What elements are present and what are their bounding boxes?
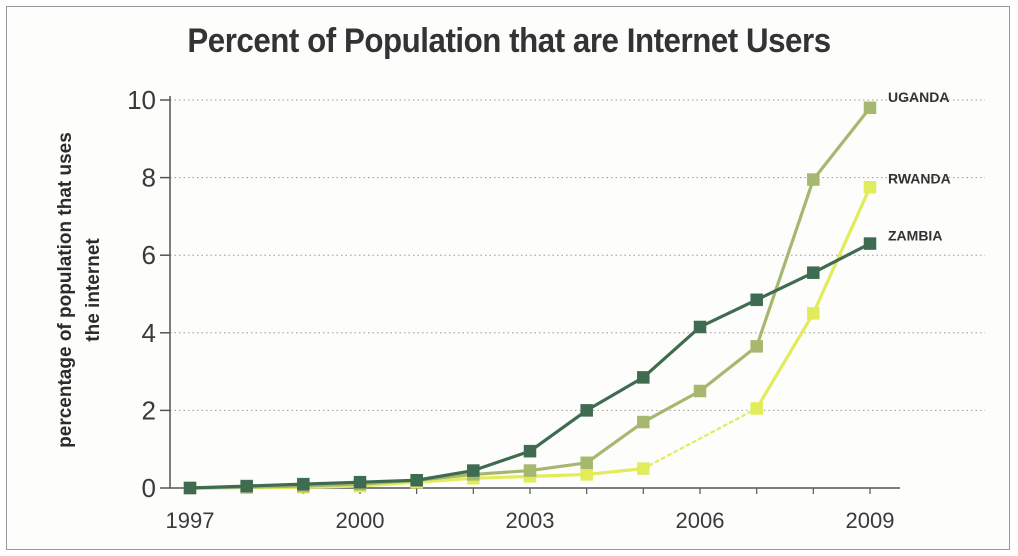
uganda-line-segment bbox=[471, 468, 532, 477]
x-tick-label-2006: 2006 bbox=[676, 508, 725, 533]
zambia-line-segment bbox=[415, 468, 475, 482]
rwanda-line-segment bbox=[585, 467, 645, 477]
uganda-line-segment bbox=[641, 389, 702, 424]
zambia-point-1997 bbox=[183, 481, 197, 495]
rwanda-point-2004 bbox=[580, 468, 593, 481]
uganda-point-2009 bbox=[863, 101, 877, 115]
zambia-line-segment bbox=[811, 241, 872, 275]
rwanda-point-2009 bbox=[863, 181, 877, 194]
zambia-line-segment bbox=[358, 478, 419, 484]
zambia-point-2000 bbox=[353, 475, 367, 489]
uganda-point-2005 bbox=[637, 415, 650, 429]
zambia-point-2002 bbox=[467, 464, 480, 477]
zambia-line-segment bbox=[301, 480, 362, 486]
rwanda-line-segment bbox=[755, 311, 815, 411]
uganda-point-2008 bbox=[807, 173, 820, 186]
zambia-line-segment bbox=[188, 484, 249, 490]
y-tick-label-2: 2 bbox=[142, 395, 156, 425]
uganda-line-segment bbox=[585, 420, 645, 465]
uganda-point-2006 bbox=[693, 384, 707, 398]
rwanda-line-segment bbox=[358, 480, 419, 488]
uganda-line-segment bbox=[755, 177, 815, 348]
rwanda-line-segment bbox=[642, 407, 758, 470]
uganda-line-segment bbox=[528, 461, 589, 473]
rwanda-line-segment bbox=[471, 474, 532, 480]
x-tick-label-1997: 1997 bbox=[166, 508, 215, 533]
x-tick-label-2003: 2003 bbox=[506, 508, 555, 533]
rwanda-line-segment bbox=[811, 185, 872, 315]
zambia-line-segment bbox=[245, 482, 305, 488]
uganda-series-label: UGANDA bbox=[888, 89, 949, 105]
zambia-point-2001 bbox=[410, 473, 423, 487]
zambia-point-2004 bbox=[580, 404, 593, 417]
zambia-point-2005 bbox=[637, 371, 650, 384]
rwanda-line-segment bbox=[415, 476, 475, 484]
uganda-line-segment bbox=[811, 106, 872, 182]
x-tick-label-2009: 2009 bbox=[846, 508, 895, 533]
uganda-point-2007 bbox=[750, 340, 763, 353]
zambia-point-2007 bbox=[750, 293, 763, 307]
rwanda-point-2007 bbox=[750, 402, 763, 415]
y-tick-label-0: 0 bbox=[142, 473, 156, 503]
zambia-line-segment bbox=[641, 325, 702, 380]
uganda-point-2003 bbox=[523, 464, 537, 477]
zambia-line-segment bbox=[698, 298, 759, 329]
y-tick-label-8: 8 bbox=[142, 163, 156, 193]
zambia-point-2009 bbox=[863, 237, 877, 250]
y-tick-label-4: 4 bbox=[142, 318, 156, 348]
uganda-line-segment bbox=[301, 482, 362, 488]
rwanda-point-2005 bbox=[637, 462, 650, 475]
rwanda-point-2008 bbox=[807, 307, 820, 320]
uganda-line-segment bbox=[698, 344, 759, 393]
rwanda-line-segment bbox=[528, 472, 589, 478]
zambia-line-segment bbox=[528, 408, 589, 453]
zambia-line-segment bbox=[471, 449, 532, 473]
x-tick-label-2000: 2000 bbox=[336, 508, 385, 533]
zambia-point-1998 bbox=[240, 479, 253, 493]
zambia-series-label: ZAMBIA bbox=[888, 228, 942, 244]
zambia-point-2003 bbox=[523, 444, 537, 458]
zambia-line-segment bbox=[755, 271, 815, 302]
zambia-line-segment bbox=[585, 375, 645, 412]
uganda-point-2004 bbox=[580, 456, 593, 470]
y-tick-label-6: 6 bbox=[142, 240, 156, 270]
rwanda-series-label: RWANDA bbox=[888, 170, 951, 186]
chart-title: Percent of Population that are Internet … bbox=[187, 22, 831, 60]
y-tick-label-10: 10 bbox=[127, 85, 156, 115]
zambia-point-2008 bbox=[807, 266, 820, 279]
zambia-point-2006 bbox=[693, 320, 707, 334]
zambia-point-1999 bbox=[297, 477, 310, 491]
